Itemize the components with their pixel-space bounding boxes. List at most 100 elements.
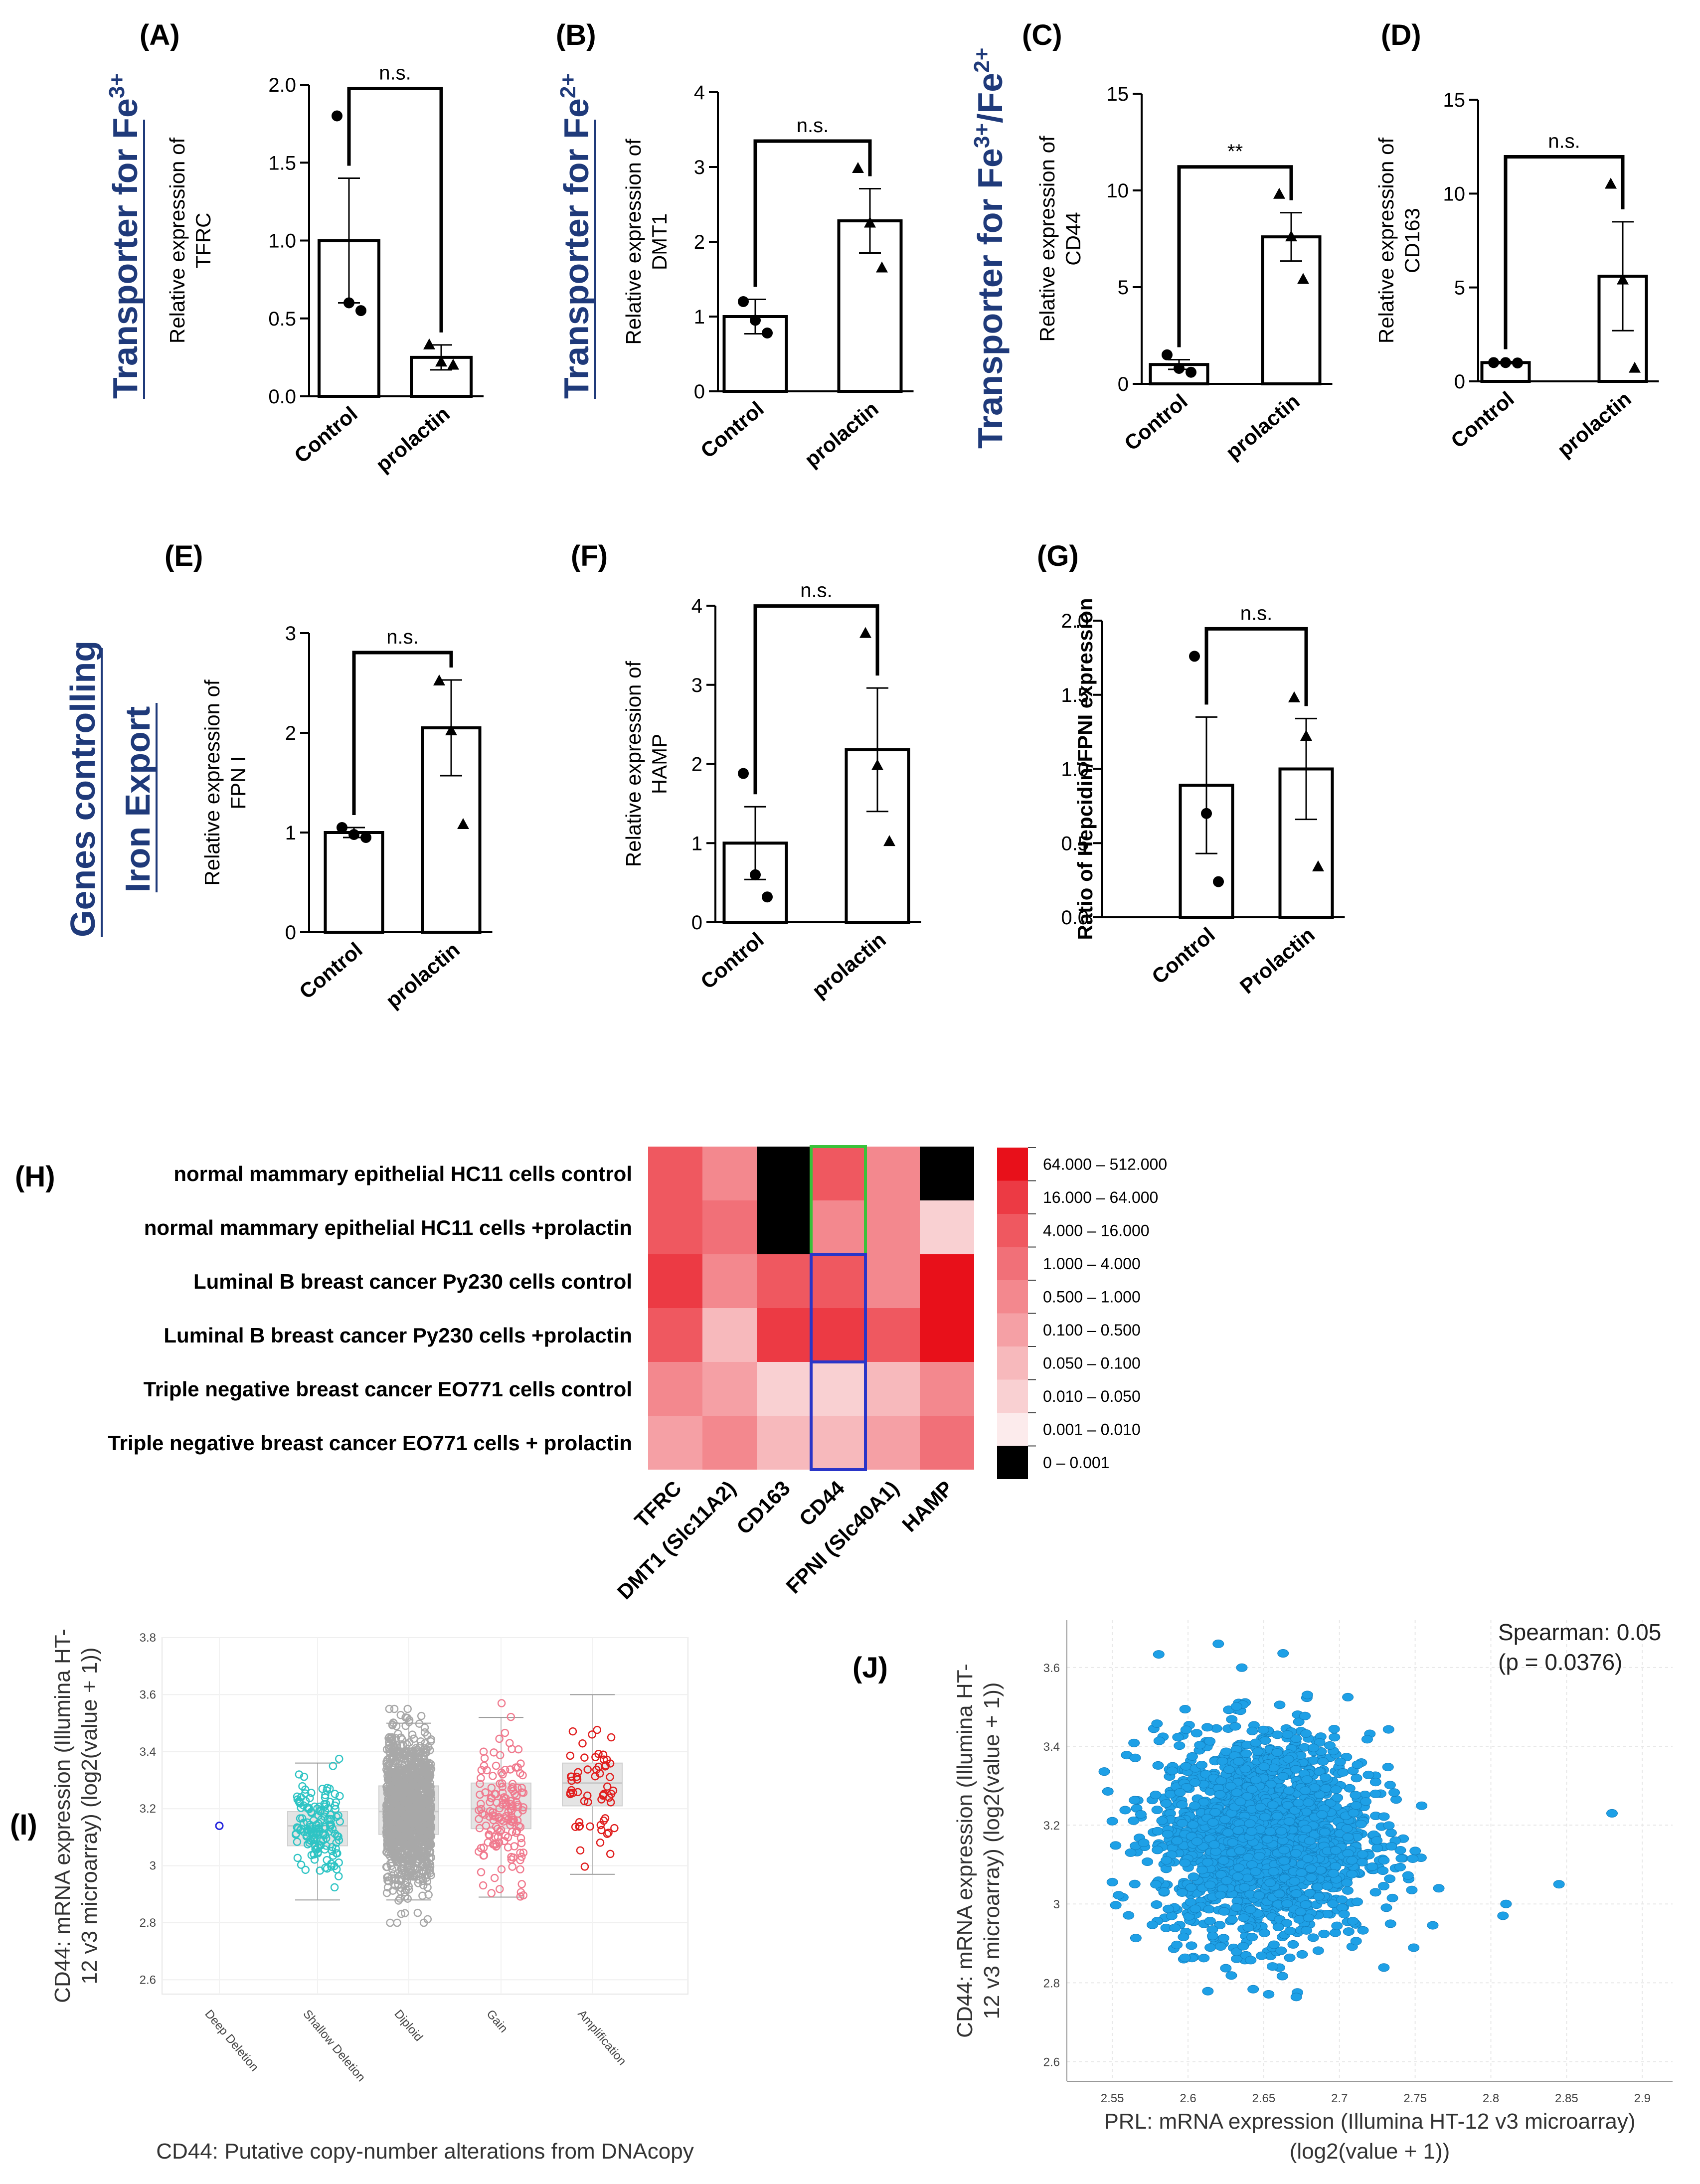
data-point <box>1362 1770 1374 1779</box>
legend-label: 0.050 – 0.100 <box>1043 1354 1141 1372</box>
data-point <box>1350 1937 1362 1946</box>
data-point <box>1290 1889 1302 1898</box>
significance-bracket <box>1504 155 1625 349</box>
y-tick-label: 2.0 <box>268 74 296 96</box>
data-point <box>421 1747 430 1756</box>
legend-swatch <box>997 1346 1028 1380</box>
data-point <box>1351 1774 1362 1783</box>
data-point <box>391 1811 399 1819</box>
data-point <box>304 1826 313 1835</box>
data-point <box>1329 1928 1341 1937</box>
data-point <box>1355 1820 1367 1829</box>
data-point <box>1236 1663 1248 1672</box>
category-label: Diploid <box>391 2008 425 2044</box>
data-point <box>1342 1833 1354 1842</box>
data-point <box>329 1851 338 1860</box>
x-tick-label: 2.85 <box>1555 2092 1578 2105</box>
y-axis-label: Relative expression of CD163 <box>1374 138 1424 344</box>
y-tick-label: 2.8 <box>140 1916 156 1930</box>
heatmap-row-label: Luminal B breast cancer Py230 cells cont… <box>193 1270 632 1293</box>
y-tick-label: 3 <box>1053 1898 1060 1911</box>
data-point <box>1328 1724 1340 1733</box>
x-tick-label: 2.7 <box>1331 2092 1348 2105</box>
data-point <box>409 1870 418 1879</box>
data-point <box>1239 1764 1251 1773</box>
data-point <box>1250 1738 1262 1747</box>
data-point <box>1186 1941 1197 1950</box>
x-tick-label: 2.6 <box>1180 2092 1196 2105</box>
y-tick-label: 2.6 <box>140 1973 156 1987</box>
panel-label: (B) <box>556 19 596 51</box>
data-point <box>1402 1871 1414 1880</box>
panel-F: (F) 0 1 2 3 4 Relative expression of HAMP Contro… <box>571 540 921 1003</box>
data-point <box>382 1888 391 1897</box>
data-point <box>1385 1842 1397 1851</box>
data-point <box>293 1792 302 1801</box>
data-point <box>1264 1878 1276 1887</box>
data-point <box>1128 1738 1140 1747</box>
data-point <box>1226 1915 1238 1924</box>
data-point <box>1225 1971 1237 1980</box>
data-point <box>385 1753 394 1762</box>
data-point <box>383 1862 391 1871</box>
data-point <box>1300 1825 1312 1834</box>
data-point <box>1284 1926 1296 1935</box>
heatmap-cell <box>811 1308 865 1362</box>
data-point <box>1352 1760 1363 1769</box>
data-point <box>306 1794 314 1803</box>
data-point <box>1188 1872 1199 1881</box>
data-point <box>1293 1915 1305 1924</box>
y-tick-label: 0 <box>691 912 702 934</box>
legend-label: 0 – 0.001 <box>1043 1454 1109 1472</box>
category-label: prolactin <box>1553 387 1636 462</box>
data-point <box>305 1839 314 1848</box>
data-point <box>1385 1829 1397 1838</box>
panel-label: (F) <box>571 540 608 572</box>
legend-swatch <box>997 1379 1028 1413</box>
data-point <box>388 1733 396 1742</box>
data-point <box>1129 1879 1141 1888</box>
data-point <box>750 315 761 326</box>
data-point <box>1246 1827 1258 1836</box>
data-point <box>215 1822 224 1831</box>
data-point <box>425 1865 433 1873</box>
data-point <box>1378 1856 1390 1865</box>
data-point <box>1395 1854 1407 1863</box>
data-point <box>1129 1753 1141 1762</box>
y-tick-label: 2 <box>694 231 705 253</box>
category-label: Control <box>290 402 362 468</box>
data-point <box>1295 1907 1307 1916</box>
data-point <box>1342 1886 1354 1895</box>
group-label-fe2: Transporter for Fe2+ <box>556 73 596 399</box>
data-point <box>1369 1888 1381 1897</box>
y-label-line2: TFRC <box>191 213 215 269</box>
bar <box>324 831 384 934</box>
y-tick-label: 3 <box>694 157 705 178</box>
data-point <box>1271 1812 1283 1821</box>
data-point <box>1162 1830 1174 1839</box>
data-point <box>1312 1946 1324 1955</box>
data-point <box>1201 1858 1213 1867</box>
data-point <box>394 1752 402 1761</box>
data-point <box>1129 1796 1141 1805</box>
data-point <box>1350 1791 1361 1800</box>
data-point <box>1176 1800 1188 1809</box>
panel-label: (E) <box>165 540 203 572</box>
y-tick-label: 0 <box>1118 373 1129 395</box>
data-point <box>331 1790 339 1798</box>
y-label-line1: Relative expression of <box>1035 136 1059 342</box>
significance-bracket <box>1204 627 1308 706</box>
category-label: Deep Deletion <box>202 2008 261 2074</box>
data-point <box>1174 362 1185 374</box>
data-point <box>1386 1893 1398 1902</box>
data-point <box>423 338 435 349</box>
data-point <box>1332 1793 1344 1802</box>
data-point <box>1296 1950 1308 1959</box>
data-point <box>1330 1785 1342 1794</box>
significance-label: n.s. <box>1240 602 1272 624</box>
data-point <box>1185 1883 1197 1892</box>
legend-label: 1.000 – 4.000 <box>1043 1255 1141 1273</box>
data-point <box>1244 1819 1256 1828</box>
data-point <box>312 1821 321 1830</box>
